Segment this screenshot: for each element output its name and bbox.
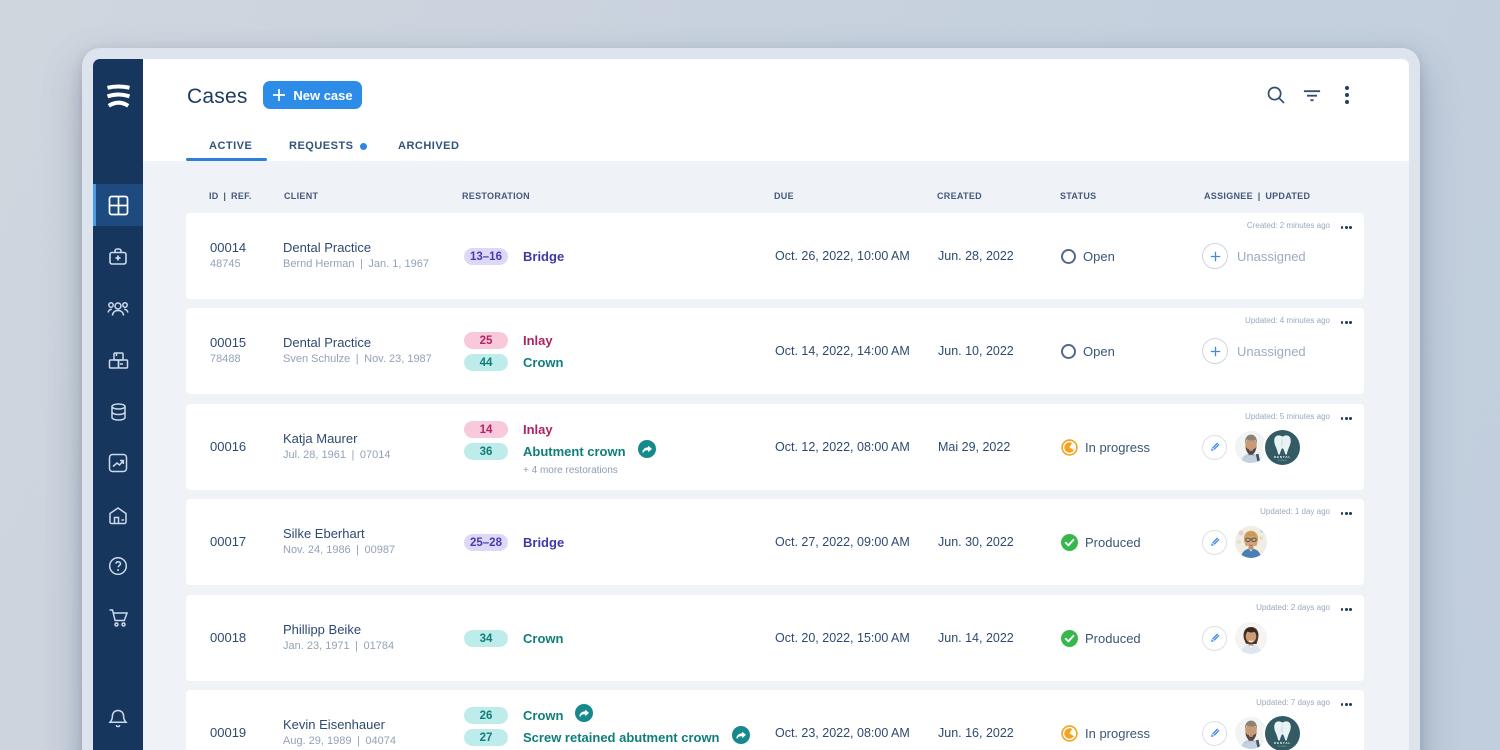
svg-text:DENTAL: DENTAL [1274,741,1291,745]
svg-text:CLINIC: CLINIC [1278,460,1287,462]
svg-text:DENTAL: DENTAL [1274,455,1291,459]
svg-text:CLINIC: CLINIC [1278,746,1287,748]
